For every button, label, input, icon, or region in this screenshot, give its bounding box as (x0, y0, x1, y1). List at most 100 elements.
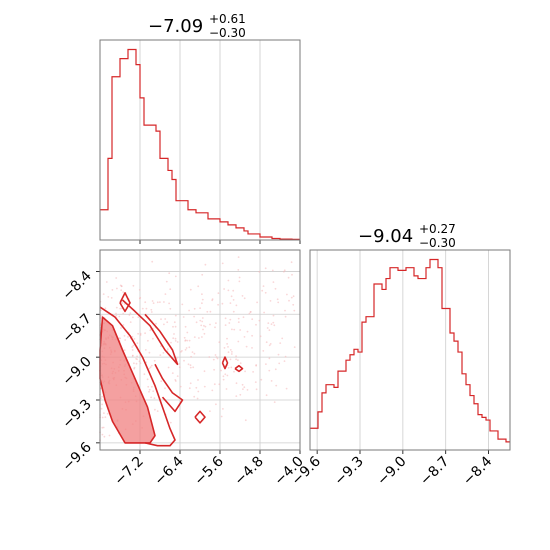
joint-point (184, 348, 187, 351)
joint-point (148, 367, 151, 370)
joint-point (232, 289, 235, 292)
hist-panel-2: −9.04 +0.27 −0.30 −9.6 −9.3 −9.0 −8.7 −8.4 (289, 222, 511, 489)
joint-point (145, 307, 148, 310)
joint-point (179, 385, 182, 388)
joint-point (102, 426, 105, 429)
joint-point (269, 343, 272, 345)
joint-point (214, 354, 217, 356)
joint-point (235, 355, 238, 358)
joint-point (201, 320, 204, 323)
joint-point (189, 364, 192, 367)
joint-point (284, 355, 287, 358)
joint-point (186, 331, 189, 334)
joint-point (224, 317, 227, 320)
joint-point (163, 301, 165, 303)
joint-point (185, 347, 188, 349)
joint-point (196, 397, 199, 400)
joint-point (133, 362, 135, 365)
joint-point (201, 273, 204, 276)
joint-point (276, 298, 279, 301)
joint-point (211, 389, 214, 392)
joint-contour-line-2 (154, 363, 184, 413)
hist-2-title-sup: +0.27 (419, 222, 456, 236)
joint-point (115, 314, 118, 317)
joint-point (155, 322, 157, 325)
joint-point (139, 334, 142, 336)
joint-point (231, 351, 233, 353)
joint-point (169, 421, 172, 424)
joint-point (230, 295, 233, 298)
joint-point (115, 312, 117, 315)
joint-point (224, 373, 227, 376)
joint-point (264, 267, 267, 270)
joint-point (152, 337, 154, 340)
joint-point (154, 408, 156, 411)
joint-point (178, 362, 181, 365)
joint-point (269, 300, 272, 302)
joint-point (171, 372, 174, 374)
joint-point (169, 307, 172, 310)
joint-point (150, 311, 153, 313)
joint-point (266, 327, 269, 329)
joint-contour-line-4 (221, 356, 229, 370)
joint-point (122, 291, 125, 293)
joint-point (221, 302, 224, 305)
joint-point (218, 341, 221, 344)
hist-2-xtick-label-3: −8.7 (417, 454, 452, 489)
joint-point (287, 276, 290, 279)
joint-point (199, 307, 202, 309)
joint-point (102, 293, 105, 295)
joint-point (262, 285, 265, 287)
joint-point (184, 339, 187, 341)
joint-point (133, 367, 136, 370)
joint-point (226, 343, 229, 345)
joint-point (216, 357, 219, 360)
joint-point (220, 369, 223, 372)
hist-2-frame (309, 249, 511, 451)
joint-point (231, 328, 233, 331)
joint-point (278, 362, 281, 365)
joint-point (139, 296, 142, 299)
joint-point (273, 401, 276, 403)
joint-point (183, 336, 186, 339)
joint-point (106, 412, 109, 415)
joint-point (141, 307, 144, 310)
joint-point (101, 403, 103, 406)
hist-2-xtick-label-1: −9.3 (331, 454, 366, 489)
joint-point (270, 323, 273, 326)
joint-point (120, 289, 123, 292)
joint-point (105, 281, 108, 283)
joint-point (258, 319, 261, 322)
joint-point (241, 383, 244, 386)
joint-point (229, 358, 232, 361)
joint-point (137, 316, 140, 318)
joint-point (222, 408, 224, 410)
joint-point (285, 387, 288, 390)
joint-point (120, 285, 123, 288)
joint-point (223, 347, 226, 349)
joint-point (272, 281, 275, 283)
joint-point (255, 323, 257, 326)
joint-point (123, 349, 126, 351)
joint-point (218, 383, 221, 386)
joint-point (151, 385, 153, 388)
joint-point (232, 299, 235, 301)
joint-point (131, 346, 134, 348)
joint-point (232, 310, 235, 313)
joint-point (201, 293, 203, 296)
joint-point (261, 289, 264, 292)
joint-point (156, 301, 159, 304)
joint-point (200, 324, 203, 327)
joint-point (135, 357, 138, 360)
joint-point (172, 325, 174, 328)
joint-point (118, 337, 121, 339)
joint-point (238, 276, 241, 279)
joint-point (160, 345, 162, 347)
joint-point (147, 339, 149, 342)
joint-point (251, 318, 254, 321)
joint-point (151, 260, 154, 263)
joint-point (166, 348, 169, 351)
hist-1-title-sup: +0.61 (209, 12, 246, 26)
joint-point (150, 396, 153, 399)
joint-point (153, 359, 156, 362)
